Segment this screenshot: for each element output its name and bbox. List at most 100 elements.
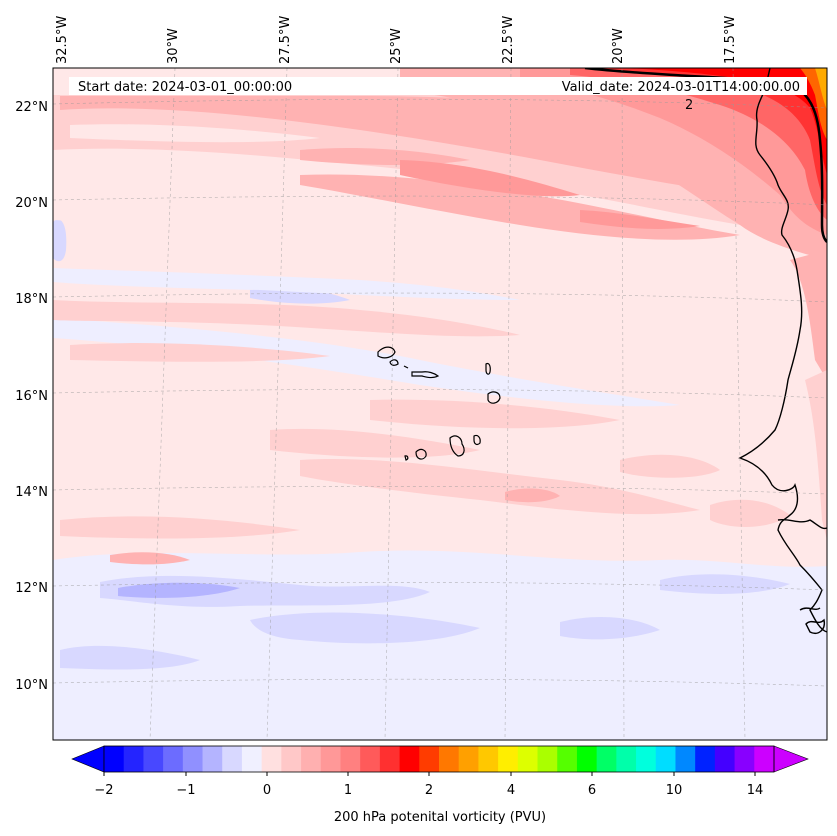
- island-santiago: [449, 435, 465, 457]
- colorbar-swatch: [478, 746, 499, 772]
- colorbar-swatch: [675, 746, 696, 772]
- colorbar-swatch: [458, 746, 479, 772]
- colorbar-tick: 6: [588, 783, 596, 798]
- colorbar-tick: 14: [747, 783, 764, 798]
- pv-band-north: [300, 148, 470, 165]
- contour-label: 2: [685, 98, 693, 113]
- pv-low-band: [60, 645, 200, 670]
- lon-label: 27.5°W: [278, 16, 293, 64]
- pv-band-north: [580, 210, 700, 229]
- colorbar-tick: 4: [507, 783, 515, 798]
- colorbar-swatch: [241, 746, 263, 772]
- colorbar-outline: [103, 745, 775, 773]
- island-sao-nicolau: [411, 371, 440, 379]
- pv-contour-2: [584, 68, 827, 243]
- colorbar-ticks: −2 −1 0 1 2 4 6 10 14: [94, 783, 763, 798]
- island-brava: [404, 455, 409, 461]
- pv-low-band: [53, 219, 67, 262]
- pv-band-north: [70, 124, 320, 143]
- coastline-detail: [805, 618, 825, 634]
- island-santa-luzia: [403, 365, 409, 369]
- colorbar-swatch: [439, 746, 460, 772]
- colorbar-swatch: [655, 746, 676, 772]
- colorbar-title: 200 hPa potenital vorticity (PVU): [334, 810, 546, 825]
- pv-low-band: [560, 616, 660, 640]
- pv-low-band: [250, 612, 480, 644]
- colorbar-swatch: [557, 746, 578, 772]
- colorbar-swatch: [754, 746, 775, 772]
- colorbar: [71, 745, 809, 776]
- colorbar-swatch: [734, 746, 755, 772]
- island-sal: [485, 362, 491, 375]
- colorbar-tick: 1: [344, 783, 352, 798]
- lat-label: 18°N: [15, 292, 48, 307]
- pv-band-pink: [620, 454, 720, 478]
- colorbar-tick: 10: [666, 783, 683, 798]
- colorbar-swatch: [695, 746, 716, 772]
- pv-low-band: [250, 288, 350, 304]
- lon-label: 30°W: [166, 28, 181, 64]
- pv-low-stripe: [53, 268, 520, 300]
- start-date: Start date: 2024-03-01_00:00:00: [78, 80, 292, 95]
- colorbar-swatch: [517, 746, 539, 772]
- colorbar-swatch: [301, 746, 322, 772]
- lon-labels: 32.5°W 30°W 27.5°W 25°W 22.5°W 20°W 17.5…: [55, 16, 738, 64]
- date-banner: [69, 77, 807, 95]
- lon-label: 17.5°W: [723, 16, 738, 64]
- lat-label: 14°N: [15, 485, 48, 500]
- lon-label: 22.5°W: [501, 16, 516, 64]
- colorbar-swatch: [537, 746, 558, 772]
- coastline-detail: [777, 518, 827, 530]
- pv-band-pink: [110, 552, 190, 565]
- colorbar-swatch: [123, 746, 144, 772]
- colorbar-swatch: [222, 746, 243, 772]
- colorbar-swatch: [419, 746, 440, 772]
- colorbar-tick: 0: [263, 783, 271, 798]
- pv-low-stripe: [53, 318, 680, 407]
- colorbar-tick: 2: [425, 783, 433, 798]
- colorbar-swatch: [616, 746, 637, 772]
- colorbar-swatch: [320, 746, 341, 772]
- colorbar-swatch: [714, 746, 736, 772]
- pv-band-north: [53, 203, 560, 250]
- colorbar-swatch: [261, 746, 282, 772]
- pv-band-pink: [270, 428, 480, 458]
- lat-label: 10°N: [15, 678, 48, 693]
- pv-band-pink: [505, 488, 560, 503]
- lat-label: 16°N: [15, 389, 48, 404]
- pv-band-north: [570, 68, 827, 220]
- pv-band-north: [400, 160, 580, 197]
- colorbar-swatch: [360, 746, 381, 772]
- coastline-africa: [738, 68, 827, 633]
- lat-label: 20°N: [15, 196, 48, 211]
- colorbar-swatch: [163, 746, 184, 772]
- pv-band-pink: [53, 300, 520, 337]
- pv-band-pink: [710, 499, 790, 527]
- colorbar-arrow-left: [71, 745, 105, 773]
- island-sao-vicente: [389, 359, 399, 366]
- colorbar-swatch: [104, 746, 125, 772]
- lat-labels: 22°N 20°N 18°N 16°N 14°N 12°N 10°N: [15, 100, 48, 693]
- pv-band-pink: [300, 459, 700, 515]
- colorbar-swatch: [636, 746, 657, 772]
- valid-date: Valid_date: 2024-03-01T14:00:00.00: [562, 80, 800, 95]
- pv-band-east: [790, 250, 827, 380]
- pv-band-north: [815, 68, 827, 110]
- colorbar-swatch: [596, 746, 617, 772]
- colorbar-swatch: [399, 746, 420, 772]
- island-santo-antao: [377, 346, 396, 359]
- lon-label: 32.5°W: [55, 16, 70, 64]
- pv-band-pink: [60, 516, 300, 539]
- colorbar-swatch: [281, 746, 302, 772]
- map-area: 2: [53, 68, 827, 740]
- lon-label: 20°W: [611, 28, 626, 64]
- island-maio: [473, 434, 481, 446]
- gridlines: [53, 68, 827, 740]
- pv-band-north: [53, 163, 300, 180]
- colorbar-arrow-right: [773, 745, 809, 773]
- pv-low-band: [660, 574, 790, 594]
- colorbar-tick: −2: [94, 783, 113, 798]
- map-frame: [52, 67, 828, 741]
- colorbar-swatch: [498, 746, 519, 772]
